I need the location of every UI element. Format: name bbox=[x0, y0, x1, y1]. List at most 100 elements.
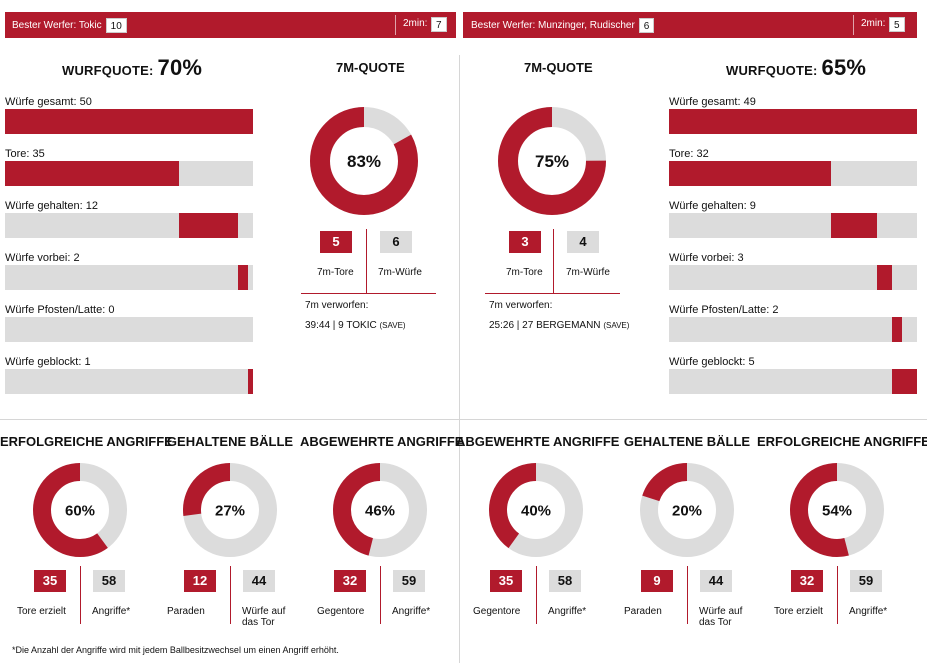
twomin-label-left: 2min: bbox=[403, 18, 428, 29]
bar-track bbox=[5, 109, 253, 134]
bar-track bbox=[669, 265, 917, 290]
donut-7m-right: 75% bbox=[498, 107, 606, 220]
donut-arc bbox=[333, 463, 427, 557]
stat-red-value: 35 bbox=[34, 570, 66, 592]
bar-label: Würfe gehalten: 12 bbox=[5, 200, 98, 212]
wuerfe7m-label-left: 7m-Würfe bbox=[378, 267, 422, 278]
stat-grey-value: 44 bbox=[700, 570, 732, 592]
stat-red-value: 32 bbox=[334, 570, 366, 592]
stat-red-label: Gegentore bbox=[473, 606, 521, 617]
bar-track bbox=[5, 317, 253, 342]
stat-grey-label: Angriffe* bbox=[849, 606, 888, 617]
stat-donut: 20% bbox=[640, 463, 734, 562]
divider-line bbox=[687, 566, 688, 624]
stat-grey-value: 59 bbox=[850, 570, 882, 592]
stat-title: ERFOLGREICHE ANGRIFFE bbox=[757, 434, 927, 449]
bar-label: Würfe geblockt: 5 bbox=[669, 356, 755, 368]
best-scorer-goals-left: 10 bbox=[105, 17, 127, 33]
stat-grey-label: Angriffe* bbox=[392, 606, 431, 617]
header-right: Bester Werfer: Munzinger, Rudischer 6 2m… bbox=[463, 12, 917, 38]
bar-fill bbox=[830, 213, 877, 238]
stat-red-value: 35 bbox=[490, 570, 522, 592]
verworfen-detail-left: 39:44 | 9 TOKIC (SAVE) bbox=[305, 320, 406, 331]
stat-grey-value: 58 bbox=[549, 570, 581, 592]
divider-line bbox=[380, 566, 381, 624]
bar-fill bbox=[5, 161, 179, 186]
divider-line bbox=[366, 229, 367, 293]
section-divider bbox=[0, 419, 927, 420]
bar-label: Würfe vorbei: 3 bbox=[669, 252, 744, 264]
bar-fill bbox=[876, 265, 892, 290]
stat-title: ERFOLGREICHE ANGRIFFE bbox=[0, 434, 173, 449]
bar-label: Würfe gehalten: 9 bbox=[669, 200, 756, 212]
divider-line bbox=[837, 566, 838, 624]
bar-label: Würfe Pfosten/Latte: 0 bbox=[5, 304, 115, 316]
tore7m-value-right: 3 bbox=[509, 231, 541, 253]
stat-title: ABGEWEHRTE ANGRIFFE bbox=[456, 434, 620, 449]
stat-grey-value: 58 bbox=[93, 570, 125, 592]
donut-percent: 54% bbox=[822, 502, 852, 519]
donut-arc bbox=[310, 107, 418, 215]
stat-grey-label: Würfe auf das Tor bbox=[242, 606, 286, 628]
stat-red-label: Tore erzielt bbox=[774, 606, 823, 617]
stat-red-label: Tore erzielt bbox=[17, 606, 66, 617]
bar-fill bbox=[669, 109, 917, 134]
bar-fill bbox=[238, 265, 249, 290]
wurfquote-label: WURFQUOTE: bbox=[62, 63, 154, 78]
verworfen-time: 25:26 | 27 BERGEMANN bbox=[489, 320, 601, 331]
wuerfe7m-value-right: 4 bbox=[567, 231, 599, 253]
donut-arc bbox=[33, 463, 127, 557]
donut-chart: 83% bbox=[310, 107, 418, 215]
wurfquote-value: 65% bbox=[821, 55, 867, 80]
stat-donut: 27% bbox=[183, 463, 277, 562]
verworfen-time: 39:44 | 9 TOKIC bbox=[305, 320, 377, 331]
donut-chart: 46% bbox=[333, 463, 427, 557]
tore7m-label-right: 7m-Tore bbox=[506, 267, 543, 278]
tore7m-value-left: 5 bbox=[320, 231, 352, 253]
twomin-value-left: 7 bbox=[431, 17, 447, 32]
donut-arc bbox=[790, 463, 884, 557]
donut-percent: 60% bbox=[65, 502, 95, 519]
donut-chart: 40% bbox=[489, 463, 583, 557]
bar-label: Tore: 32 bbox=[669, 148, 709, 160]
donut-chart: 54% bbox=[790, 463, 884, 557]
verworfen-note: (SAVE) bbox=[379, 321, 406, 330]
donut-percent: 40% bbox=[521, 502, 551, 519]
center-divider bbox=[459, 55, 460, 663]
donut-chart: 60% bbox=[33, 463, 127, 557]
verworfen-label-left: 7m verworfen: bbox=[305, 300, 369, 311]
divider-line bbox=[485, 293, 620, 294]
stat-grey-label: Würfe auf das Tor bbox=[699, 606, 743, 628]
bar-fill bbox=[669, 161, 831, 186]
donut-percent: 46% bbox=[365, 502, 395, 519]
stat-red-label: Gegentore bbox=[317, 606, 365, 617]
stat-grey-value: 44 bbox=[243, 570, 275, 592]
twomin-label-right: 2min: bbox=[861, 18, 886, 29]
bar-track bbox=[5, 161, 253, 186]
divider-line bbox=[536, 566, 537, 624]
donut-arc bbox=[489, 463, 583, 557]
best-scorer-label-right: Bester Werfer: Munzinger, Rudischer bbox=[471, 19, 635, 31]
footnote: *Die Anzahl der Angriffe wird mit jedem … bbox=[12, 645, 339, 655]
stat-grey-label: Angriffe* bbox=[92, 606, 131, 617]
best-scorer-label-left: Bester Werfer: Tokic bbox=[12, 19, 102, 31]
bar-label: Würfe gesamt: 49 bbox=[669, 96, 756, 108]
bar-track bbox=[669, 369, 917, 394]
bar-fill bbox=[178, 213, 239, 238]
tore7m-label-left: 7m-Tore bbox=[317, 267, 354, 278]
verworfen-detail-right: 25:26 | 27 BERGEMANN (SAVE) bbox=[489, 320, 629, 331]
stat-red-label: Paraden bbox=[167, 606, 205, 617]
bar-fill bbox=[891, 317, 902, 342]
best-scorer-goals-right: 6 bbox=[638, 17, 655, 33]
stat-red-value: 12 bbox=[184, 570, 216, 592]
header-left: Bester Werfer: Tokic 10 2min: 7 bbox=[5, 12, 456, 38]
wurfquote-value: 70% bbox=[157, 55, 203, 80]
donut-chart: 20% bbox=[640, 463, 734, 557]
donut-arc bbox=[183, 463, 277, 557]
donut-chart: 27% bbox=[183, 463, 277, 557]
bar-fill bbox=[891, 369, 917, 394]
bar-track bbox=[5, 213, 253, 238]
donut-arc bbox=[498, 107, 606, 215]
wuerfe7m-label-right: 7m-Würfe bbox=[566, 267, 610, 278]
header-divider bbox=[853, 15, 854, 35]
